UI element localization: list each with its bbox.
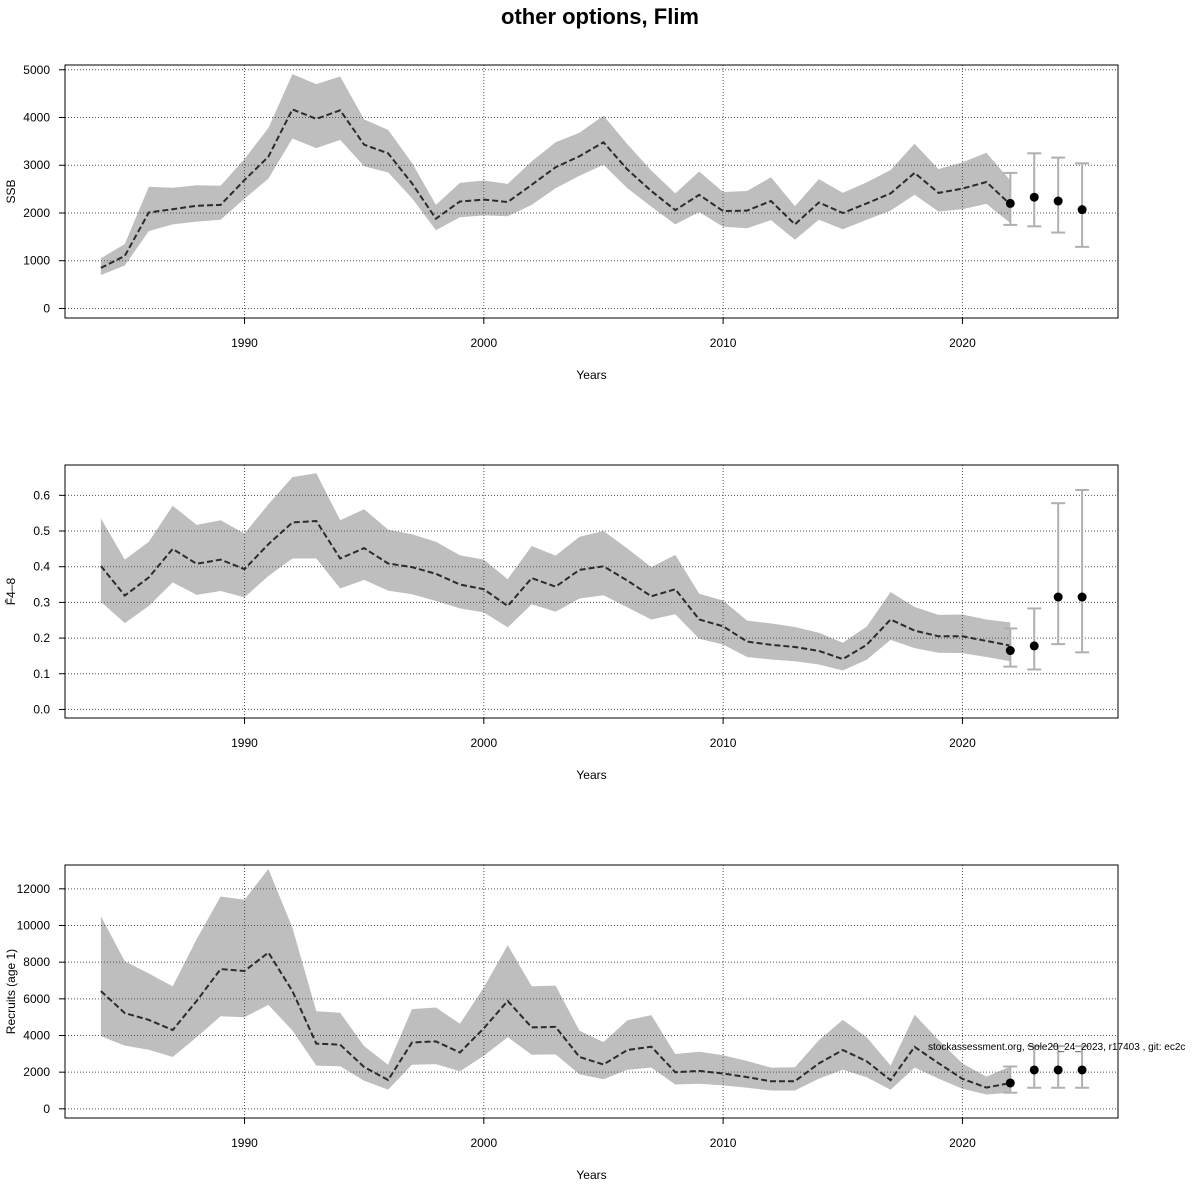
ssb-y-tick-label-2000: 2000 xyxy=(23,206,50,220)
fbar-y-tick-label-0_6: 0.6 xyxy=(33,488,50,502)
fbar-plot-frame xyxy=(64,464,1119,719)
fbar-x-tick-label-2000: 2000 xyxy=(470,736,497,750)
ssb-panel: 1990 2000 2010 2020 0 1000 2000 3000 4000 5000 Yea… xyxy=(4,63,1119,382)
recruits-panel: 1990 2000 2010 2020 0 2000 4000 6000 8000 10000 12… xyxy=(4,864,1119,1182)
recruits-y-tick-label-4000: 4000 xyxy=(23,1029,50,1043)
fbar-y-tick-label-0_1: 0.1 xyxy=(33,667,50,681)
fbar-forecast-point-2024 xyxy=(1053,592,1063,602)
recruits-x-tick-label-1990: 1990 xyxy=(231,1136,258,1150)
recruits-x-tick-label-2000: 2000 xyxy=(470,1136,497,1150)
recruits-y-tick-label-10000: 10000 xyxy=(17,919,51,933)
fbar-panel: 1990 2000 2010 2020 0.0 0.1 0.2 0.3 0.4 0.5 0.6 Yea… xyxy=(4,464,1119,782)
fbar-forecast-2023 xyxy=(1027,607,1042,671)
recruits-forecast-2024 xyxy=(1051,1045,1066,1089)
ssb-y-tick-label-5000: 5000 xyxy=(23,63,50,77)
fbar-y-tick-label-0_2: 0.2 xyxy=(33,631,50,645)
fbar-forecast-2022 xyxy=(1003,627,1018,668)
ssb-y-tick-label-3000: 3000 xyxy=(23,158,50,172)
recruits-x-axis-title: Years xyxy=(576,1168,606,1182)
fbar-y-tick-label-0_3: 0.3 xyxy=(33,595,50,609)
ssb-plot-frame xyxy=(64,64,1119,319)
recruits-forecast-2023 xyxy=(1027,1045,1042,1089)
fbar-forecast-2024 xyxy=(1051,502,1066,646)
fbar-y-axis-title: F̄4–8 xyxy=(4,578,18,606)
ssb-forecast-point-2022 xyxy=(1005,198,1015,208)
recruits-forecast-point-2023 xyxy=(1029,1065,1039,1075)
ssb-x-tick-label-2020: 2020 xyxy=(949,336,976,350)
recruits-forecast-point-2024 xyxy=(1053,1065,1063,1075)
fbar-forecast-2025 xyxy=(1075,488,1090,654)
fbar-forecast-point-2023 xyxy=(1029,641,1039,651)
recruits-y-tick-label-6000: 6000 xyxy=(23,992,50,1006)
ssb-x-axis-title: Years xyxy=(576,368,606,382)
recruits-y-tick-label-8000: 8000 xyxy=(23,955,50,969)
recruits-confidence-band xyxy=(100,869,1011,1095)
ssb-y-tick-label-4000: 4000 xyxy=(23,111,50,125)
fbar-y-tick-label-0_4: 0.4 xyxy=(33,560,50,574)
ssb-y-tick-label-0: 0 xyxy=(43,301,50,315)
recruits-y-tick-label-2000: 2000 xyxy=(23,1065,50,1079)
ssb-estimate-line xyxy=(100,108,1011,269)
recruits-forecast-2022 xyxy=(1003,1065,1018,1094)
ssb-forecast-point-2023 xyxy=(1029,192,1039,202)
ssb-y-axis-title: SSB xyxy=(4,179,18,203)
recruits-forecast-point-2022 xyxy=(1005,1078,1015,1088)
recruits-x-tick-label-2020: 2020 xyxy=(949,1136,976,1150)
ssb-forecast-2023 xyxy=(1027,152,1042,228)
fbar-forecast-point-2025 xyxy=(1077,592,1087,602)
fbar-confidence-band xyxy=(100,473,1011,671)
ssb-forecast-2024 xyxy=(1051,156,1066,234)
footnote: stockassessment.org, Sole20_24_2023, r17… xyxy=(928,1042,1185,1053)
ssb-x-tick-label-2010: 2010 xyxy=(710,336,737,350)
ssb-forecast-2025 xyxy=(1075,162,1090,248)
fbar-y-tick-label-0: 0.0 xyxy=(33,702,50,716)
ssb-x-tick-label-1990: 1990 xyxy=(231,336,258,350)
ssb-forecast-point-2024 xyxy=(1053,196,1063,206)
recruits-estimate-line xyxy=(100,951,1011,1089)
fbar-x-tick-label-1990: 1990 xyxy=(231,736,258,750)
recruits-y-tick-label-0: 0 xyxy=(43,1102,50,1116)
fbar-x-tick-label-2020: 2020 xyxy=(949,736,976,750)
recruits-forecast-2025 xyxy=(1075,1045,1090,1089)
recruits-forecast-point-2025 xyxy=(1077,1065,1087,1075)
ssb-forecast-2022 xyxy=(1003,171,1018,226)
panels: 1990 2000 2010 2020 0 1000 2000 3000 4000 5000 Yea… xyxy=(4,63,1119,1182)
ssb-forecast-point-2025 xyxy=(1077,205,1087,215)
recruits-y-axis-title: Recruits (age 1) xyxy=(4,949,18,1034)
recruits-y-tick-label-12000: 12000 xyxy=(17,882,51,896)
ssb-confidence-band xyxy=(100,74,1011,275)
ssb-y-tick-label-1000: 1000 xyxy=(23,254,50,268)
ssb-x-tick-label-2000: 2000 xyxy=(470,336,497,350)
fbar-y-tick-label-0_5: 0.5 xyxy=(33,524,50,538)
recruits-x-tick-label-2010: 2010 xyxy=(710,1136,737,1150)
main-title: other options, Flim xyxy=(501,4,699,29)
fbar-x-tick-label-2010: 2010 xyxy=(710,736,737,750)
fbar-forecast-point-2022 xyxy=(1005,646,1015,656)
fbar-x-axis-title: Years xyxy=(576,768,606,782)
recruits-plot-frame xyxy=(64,864,1119,1119)
